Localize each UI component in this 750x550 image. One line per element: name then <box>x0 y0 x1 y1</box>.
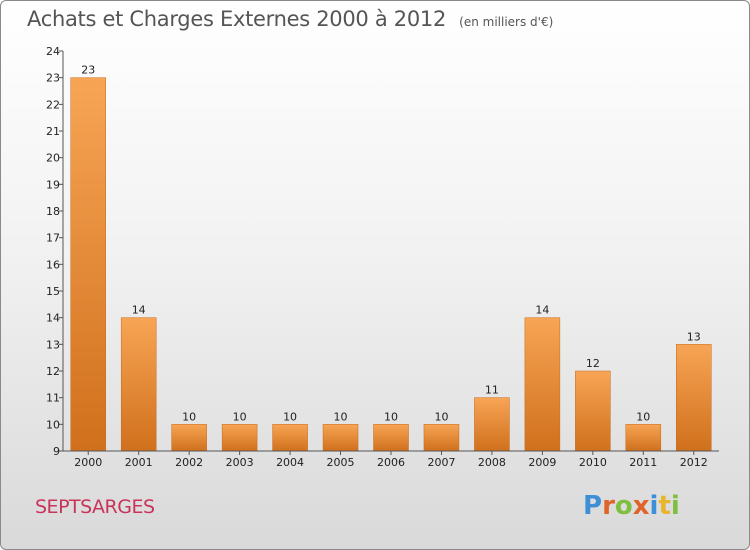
bar-value-label: 10 <box>636 410 650 423</box>
bar-2007 <box>423 424 460 452</box>
bar-value-label: 13 <box>687 330 701 343</box>
logo-letter: i <box>670 491 680 521</box>
y-tick-label: 24 <box>46 45 60 58</box>
bar-2008 <box>474 397 510 452</box>
y-tick-label: 12 <box>46 365 60 378</box>
bar-value-label: 12 <box>586 357 600 370</box>
x-tick-label: 2001 <box>125 456 153 469</box>
y-tick-label: 13 <box>46 338 60 351</box>
x-tick-label: 2004 <box>276 456 304 469</box>
bar-2010 <box>575 370 611 452</box>
bar-2003 <box>221 424 258 452</box>
bar-value-label: 14 <box>535 304 549 317</box>
y-tick-label: 19 <box>46 178 60 191</box>
y-tick-label: 23 <box>46 72 60 85</box>
y-tick-label: 16 <box>46 258 60 271</box>
x-tick-label: 2010 <box>579 456 607 469</box>
chart-title: Achats et Charges Externes 2000 à 2012 <box>27 7 447 31</box>
bar-2000 <box>70 77 106 452</box>
x-tick-label: 2007 <box>427 456 455 469</box>
x-axis: 2000 2001 2002 2003 2004 2005 2006 2007 2008 2009… <box>63 450 719 469</box>
bar-2011 <box>625 424 662 452</box>
y-tick-label: 20 <box>46 152 60 165</box>
y-axis: 9 10 11 12 13 14 15 16 17 18 19 20 21 22 23 24 <box>46 45 64 458</box>
y-tick-label: 15 <box>46 285 60 298</box>
x-tick-label: 2009 <box>528 456 556 469</box>
x-tick-label: 2008 <box>478 456 506 469</box>
x-tick-label: 2005 <box>327 456 355 469</box>
logo-letter: o <box>614 491 633 521</box>
y-tick-label: 22 <box>46 98 60 111</box>
bar-2012 <box>676 344 712 452</box>
y-tick-label: 18 <box>46 205 60 218</box>
logo-letter: i <box>649 491 659 521</box>
bar-value-label: 10 <box>334 410 348 423</box>
bar-2004 <box>272 424 308 452</box>
logo-letter: P <box>583 491 603 521</box>
logo-letter: x <box>632 491 650 521</box>
y-tick-label: 17 <box>46 232 60 245</box>
bar-value-label: 10 <box>233 410 247 423</box>
y-tick-label: 10 <box>46 418 60 431</box>
bars-group: 23 14 10 10 10 10 10 10 11 14 12 10 13 <box>70 64 712 452</box>
x-tick-label: 2011 <box>629 456 657 469</box>
x-tick-label: 2000 <box>74 456 102 469</box>
bar-2006 <box>373 424 409 452</box>
chart-title-block: Achats et Charges Externes 2000 à 2012 (… <box>27 7 553 31</box>
proxiti-logo: Proxiti <box>583 491 680 521</box>
x-tick-label: 2006 <box>377 456 405 469</box>
y-tick-label: 9 <box>53 445 60 458</box>
place-name: SEPTSARGES <box>35 496 155 518</box>
bar-value-label: 10 <box>434 410 448 423</box>
y-tick-label: 14 <box>46 312 60 325</box>
bar-value-label: 10 <box>384 410 398 423</box>
x-tick-label: 2002 <box>175 456 203 469</box>
logo-letter: t <box>658 491 671 521</box>
bar-2005 <box>322 424 359 452</box>
bar-value-label: 10 <box>182 410 196 423</box>
bar-value-label: 11 <box>485 384 499 397</box>
bar-value-label: 10 <box>283 410 297 423</box>
x-tick-label: 2012 <box>680 456 708 469</box>
x-tick-label: 2003 <box>226 456 254 469</box>
chart-subtitle: (en milliers d'€) <box>459 15 554 29</box>
bar-2009 <box>524 317 561 452</box>
bar-value-label: 14 <box>132 304 146 317</box>
bar-2001 <box>120 317 157 452</box>
y-tick-label: 21 <box>46 125 60 138</box>
logo-letter: r <box>602 491 615 521</box>
bar-value-label: 23 <box>81 64 95 77</box>
y-tick-label: 11 <box>46 392 60 405</box>
bar-2002 <box>171 424 207 452</box>
